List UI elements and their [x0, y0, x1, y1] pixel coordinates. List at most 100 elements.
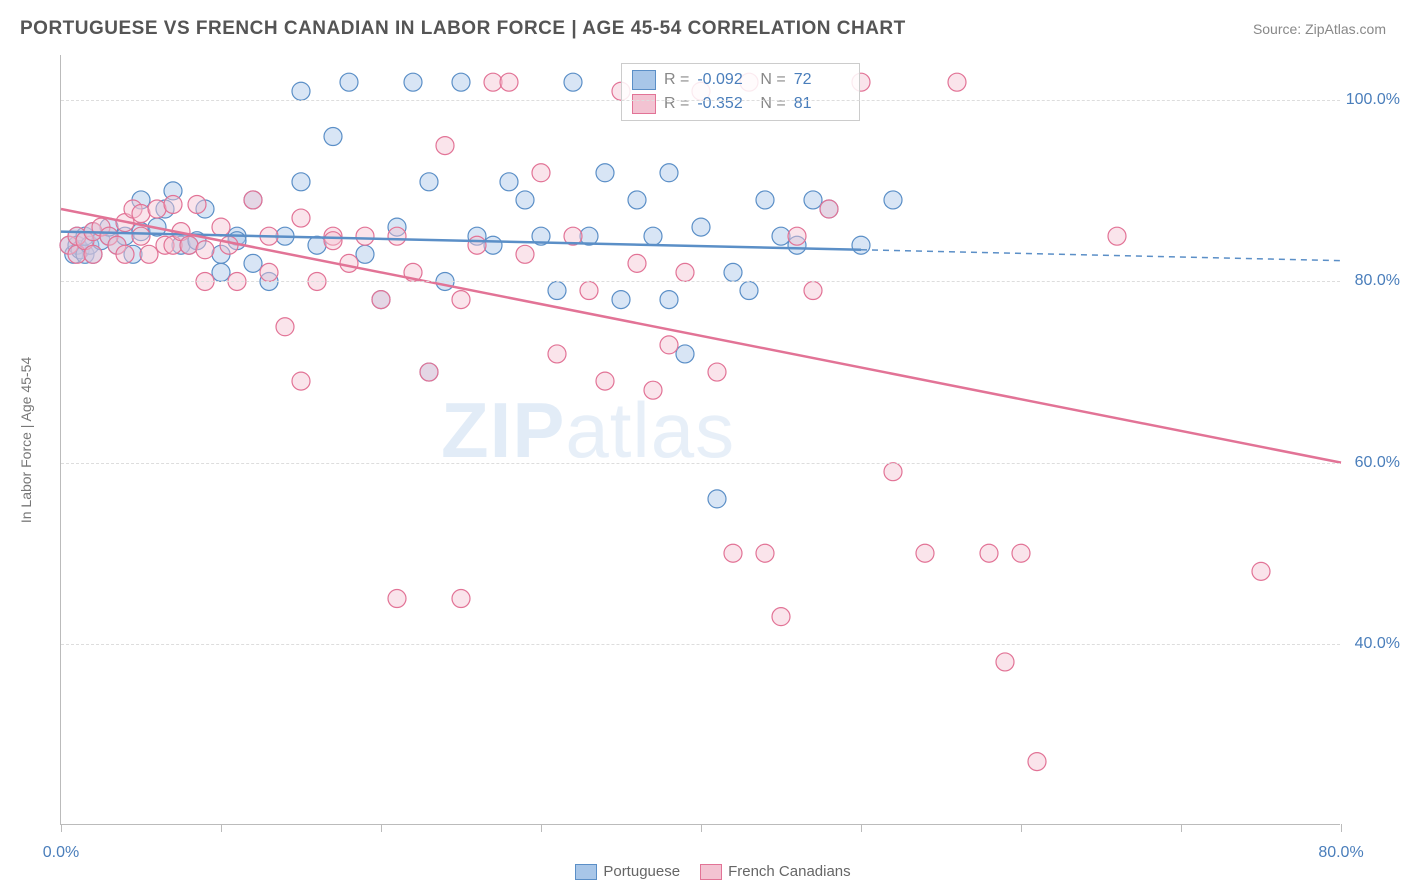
data-point	[244, 254, 262, 272]
chart-header: PORTUGUESE VS FRENCH CANADIAN IN LABOR F…	[20, 18, 1386, 40]
data-point	[628, 191, 646, 209]
data-point	[212, 263, 230, 281]
data-point	[140, 245, 158, 263]
data-point	[500, 173, 518, 191]
data-point	[548, 282, 566, 300]
y-axis-label: In Labor Force | Age 45-54	[18, 357, 34, 523]
data-point	[212, 218, 230, 236]
data-point	[740, 282, 758, 300]
data-point	[324, 128, 342, 146]
gridline	[61, 281, 1340, 282]
data-point	[148, 200, 166, 218]
data-point	[292, 209, 310, 227]
data-point	[644, 227, 662, 245]
legend-row: R = -0.352 N = 81	[632, 92, 849, 116]
data-point	[660, 164, 678, 182]
x-tick	[61, 824, 62, 832]
data-point	[1028, 753, 1046, 771]
data-point	[708, 490, 726, 508]
data-point	[516, 245, 534, 263]
data-point	[708, 363, 726, 381]
data-point	[116, 245, 134, 263]
gridline	[61, 463, 1340, 464]
data-point	[596, 164, 614, 182]
data-point	[340, 254, 358, 272]
data-point	[580, 282, 598, 300]
r-value: -0.352	[697, 95, 752, 113]
data-point	[340, 73, 358, 91]
series-legend: Portuguese French Canadians	[0, 863, 1406, 880]
data-point	[436, 137, 454, 155]
n-value: 72	[794, 71, 849, 89]
n-label: N =	[760, 95, 785, 113]
data-point	[404, 73, 422, 91]
data-point	[452, 590, 470, 608]
data-point	[220, 236, 238, 254]
data-point	[564, 73, 582, 91]
legend-swatch	[700, 864, 722, 880]
legend-swatch	[575, 864, 597, 880]
data-point	[820, 200, 838, 218]
data-point	[1108, 227, 1126, 245]
y-tick-label: 40.0%	[1355, 635, 1400, 653]
data-point	[196, 241, 214, 259]
trend-line-extrapolated	[861, 250, 1341, 261]
x-tick	[1341, 824, 1342, 832]
data-point	[996, 653, 1014, 671]
x-tick	[221, 824, 222, 832]
x-tick	[381, 824, 382, 832]
data-point	[676, 263, 694, 281]
y-tick-label: 80.0%	[1355, 272, 1400, 290]
data-point	[484, 236, 502, 254]
data-point	[356, 245, 374, 263]
data-point	[244, 191, 262, 209]
data-point	[292, 82, 310, 100]
data-point	[292, 372, 310, 390]
data-point	[164, 195, 182, 213]
y-tick-label: 100.0%	[1346, 91, 1400, 109]
data-point	[276, 318, 294, 336]
r-label: R =	[664, 71, 689, 89]
data-point	[788, 227, 806, 245]
data-point	[724, 263, 742, 281]
data-point	[756, 191, 774, 209]
data-point	[692, 218, 710, 236]
data-point	[452, 73, 470, 91]
data-point	[452, 291, 470, 309]
data-point	[516, 191, 534, 209]
data-point	[324, 232, 342, 250]
data-point	[948, 73, 966, 91]
data-point	[132, 227, 150, 245]
legend-swatch	[632, 94, 656, 114]
data-point	[772, 608, 790, 626]
x-tick	[541, 824, 542, 832]
data-point	[596, 372, 614, 390]
data-point	[84, 245, 102, 263]
data-point	[420, 363, 438, 381]
x-tick	[701, 824, 702, 832]
legend-label: Portuguese	[603, 863, 680, 880]
data-point	[388, 227, 406, 245]
scatter-plot-svg	[61, 55, 1340, 824]
chart-plot-area: ZIPatlas R =-0.092N =72R =-0.352N =81 40…	[60, 55, 1340, 825]
x-tick	[1021, 824, 1022, 832]
data-point	[980, 544, 998, 562]
y-tick-label: 60.0%	[1355, 454, 1400, 472]
x-tick	[861, 824, 862, 832]
data-point	[356, 227, 374, 245]
data-point	[804, 282, 822, 300]
data-point	[852, 236, 870, 254]
data-point	[180, 236, 198, 254]
source-attribution: Source: ZipAtlas.com	[1253, 21, 1386, 37]
chart-title: PORTUGUESE VS FRENCH CANADIAN IN LABOR F…	[20, 18, 906, 40]
data-point	[724, 544, 742, 562]
x-tick-label: 80.0%	[1318, 844, 1363, 862]
x-tick-label: 0.0%	[43, 844, 79, 862]
data-point	[548, 345, 566, 363]
data-point	[676, 345, 694, 363]
n-value: 81	[794, 95, 849, 113]
r-label: R =	[664, 95, 689, 113]
legend-label: French Canadians	[728, 863, 851, 880]
data-point	[484, 73, 502, 91]
data-point	[420, 173, 438, 191]
